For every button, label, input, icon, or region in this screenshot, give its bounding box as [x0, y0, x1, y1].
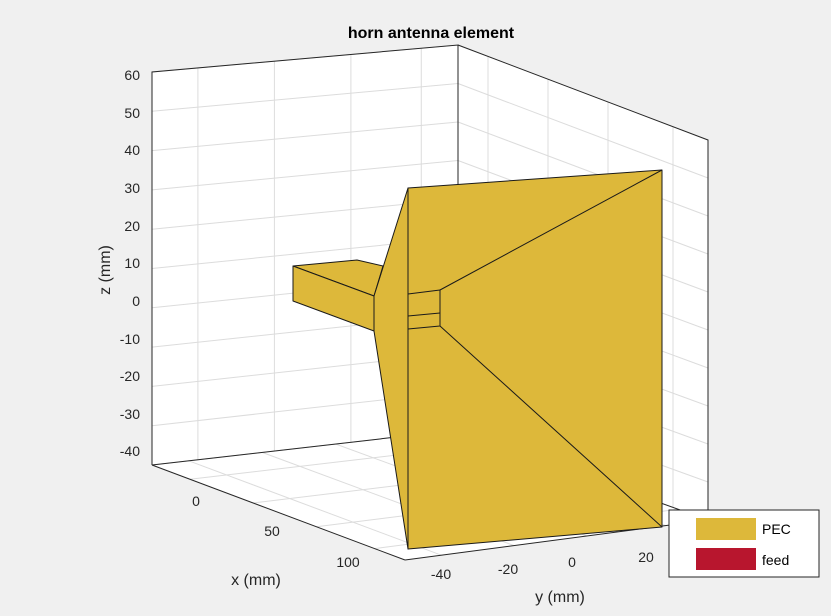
x-tick-labels: 0 50 100: [192, 493, 360, 570]
z-tick-label: -30: [120, 406, 140, 422]
x-tick-label: 100: [336, 554, 360, 570]
x-tick-label: 0: [192, 493, 200, 509]
x-axis-label: x (mm): [231, 572, 281, 589]
throat-opening: [407, 289, 441, 330]
x-tick-label: 50: [264, 523, 280, 539]
y-tick-labels: -40 -20 0 20: [431, 549, 654, 582]
z-tick-label: -20: [120, 368, 140, 384]
legend[interactable]: PEC feed: [668, 509, 820, 578]
horn-edge-bottom: [439, 325, 663, 528]
z-tick-label: 50: [124, 105, 140, 121]
legend-swatch-feed: [696, 548, 756, 570]
z-tick-label: 0: [132, 293, 140, 309]
horn-edge-top: [439, 169, 663, 291]
z-axis-label: z (mm): [97, 245, 114, 295]
grid-line-z-left: [151, 160, 459, 191]
z-tick-label: 60: [124, 67, 140, 83]
x-axis-line: [151, 464, 406, 561]
y-tick-label: -40: [431, 566, 451, 582]
z-tick-label: 30: [124, 180, 140, 196]
grid-line-z-left: [151, 121, 459, 152]
y-axis-label: y (mm): [535, 589, 585, 606]
y-tick-label: -20: [498, 561, 518, 577]
horn-edge-throat: [407, 312, 441, 317]
z-tick-label: 10: [124, 255, 140, 271]
legend-label-pec: PEC: [762, 521, 791, 537]
z-tick-label: 40: [124, 142, 140, 158]
horn-antenna: [292, 169, 663, 550]
z-tick-labels: 60 50 40 30 20 10 0 -10 -20 -30 -40: [120, 67, 140, 459]
legend-swatch-pec: [696, 518, 756, 540]
y-tick-label: 20: [638, 549, 654, 565]
grid-line-z-left: [151, 83, 459, 112]
chart-title: horn antenna element: [348, 25, 515, 42]
back-right-frame: [457, 44, 709, 520]
grid-line-z-right: [457, 83, 709, 179]
grid-line-z-right: [457, 121, 709, 217]
y-tick-label: 0: [568, 554, 576, 570]
legend-label-feed: feed: [762, 552, 789, 568]
grid-line-floor: [188, 460, 442, 556]
z-tick-label: -10: [120, 331, 140, 347]
z-tick-label: 20: [124, 218, 140, 234]
z-tick-label: -40: [120, 443, 140, 459]
